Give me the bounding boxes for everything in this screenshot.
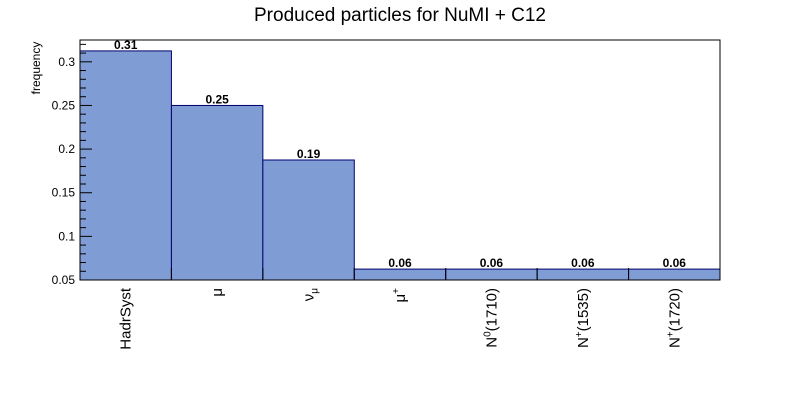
x-tick-label-3: μ+ bbox=[391, 288, 409, 303]
bar-6 bbox=[628, 268, 721, 281]
y-tick-label-5: 0.3 bbox=[58, 55, 75, 69]
y-tick-label-1: 0.1 bbox=[58, 229, 75, 243]
y-tick-label-4: 0.25 bbox=[52, 98, 76, 112]
bar-2 bbox=[262, 159, 355, 281]
value-label-6: 0.06 bbox=[663, 256, 687, 270]
x-tick-label-5: N+(1535) bbox=[574, 288, 592, 348]
plot-frame bbox=[79, 39, 721, 281]
y-tick-label-0: 0.05 bbox=[52, 273, 76, 287]
y-tick-label-2: 0.15 bbox=[52, 186, 76, 200]
bars-group bbox=[79, 50, 721, 281]
bar-5 bbox=[536, 268, 630, 281]
bar-0 bbox=[79, 50, 172, 281]
bar-3 bbox=[353, 268, 447, 281]
bar-4 bbox=[445, 268, 538, 281]
value-label-1: 0.25 bbox=[205, 92, 229, 106]
y-tick-label-3: 0.2 bbox=[58, 142, 75, 156]
y-axis: 0.05 0.1 0.15 0.2 0.25 0.3 bbox=[52, 43, 92, 287]
x-tick-label-4: N0(1710) bbox=[482, 288, 500, 348]
value-label-3: 0.06 bbox=[388, 256, 412, 270]
y-axis-label: frequency bbox=[29, 42, 43, 95]
value-label-0: 0.31 bbox=[114, 38, 138, 52]
x-tick-label-6: N+(1720) bbox=[665, 288, 683, 348]
x-axis: HadrSyst μ νμ μ+ N0(1710) N+(1535) N+(1720) bbox=[118, 268, 683, 350]
x-tick-label-1: μ bbox=[209, 288, 226, 297]
value-labels-group: 0.31 0.25 0.19 0.06 0.06 0.06 0.06 bbox=[114, 38, 686, 270]
value-label-2: 0.19 bbox=[297, 147, 321, 161]
value-label-5: 0.06 bbox=[571, 256, 595, 270]
x-tick-label-2: νμ bbox=[301, 288, 321, 302]
x-tick-label-0: HadrSyst bbox=[118, 287, 135, 350]
bar-1 bbox=[170, 104, 264, 281]
chart-title: Produced particles for NuMI + C12 bbox=[254, 5, 546, 26]
value-label-4: 0.06 bbox=[480, 256, 504, 270]
